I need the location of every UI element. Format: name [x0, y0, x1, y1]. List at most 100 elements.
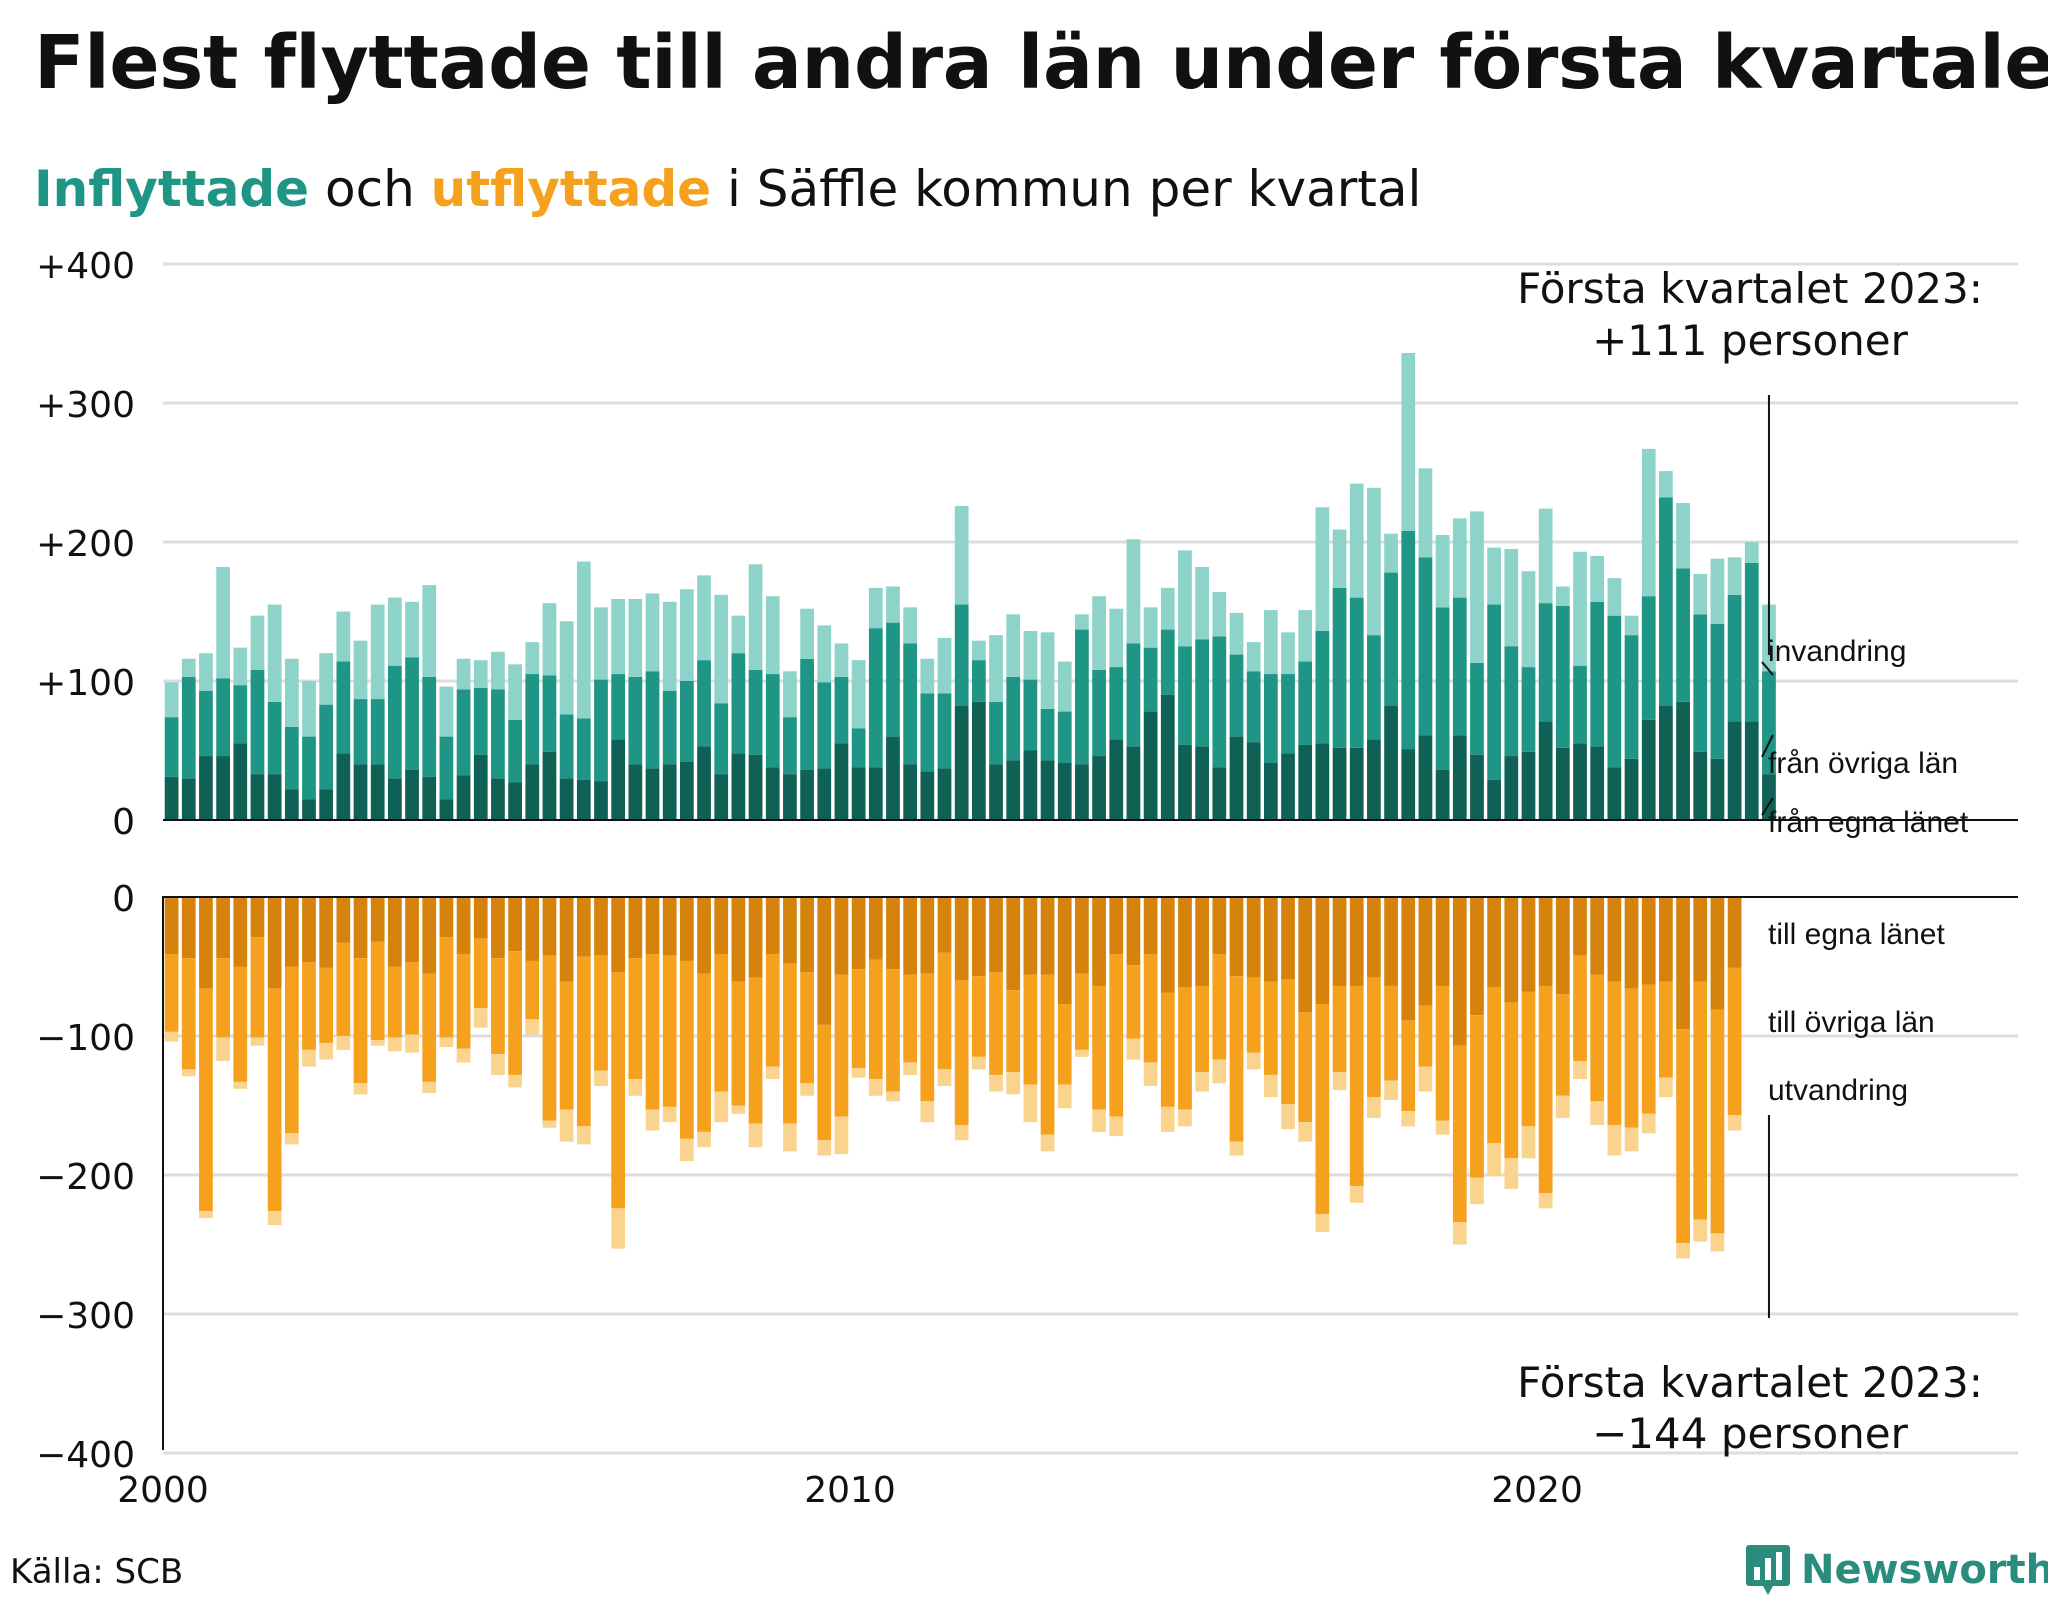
in-bar-3	[748, 564, 763, 670]
out-bar-1	[645, 897, 660, 954]
out-bar-3	[250, 1037, 265, 1046]
out-bar-1	[868, 897, 883, 960]
in-bar-2	[1693, 614, 1708, 752]
out-bar-2	[491, 958, 505, 1055]
out-bar-1	[765, 897, 780, 954]
out-bar-2	[920, 973, 935, 1102]
out-bar-1	[971, 897, 986, 977]
out-bar-1	[1281, 897, 1295, 980]
in-bar-2	[1676, 568, 1690, 702]
out-bar-3	[1487, 1143, 1501, 1177]
in-bar-2	[1641, 596, 1656, 720]
in-bar-1	[886, 736, 900, 820]
in-bar-1	[1452, 735, 1467, 820]
out-bar-2	[1590, 974, 1605, 1102]
newsworthy-chart-icon	[1746, 1545, 1790, 1595]
in-bar-1	[594, 781, 608, 820]
out-bar-3	[680, 1138, 694, 1162]
brand-name: Newsworthy	[1801, 1547, 2048, 1593]
in-bar-2	[1143, 647, 1158, 712]
in-bar-2	[559, 714, 574, 779]
in-bar-2	[1057, 711, 1072, 764]
in-bar-1	[817, 768, 832, 820]
in-bar-3	[1332, 529, 1347, 588]
out-bar-3	[628, 1079, 643, 1096]
out-bar-2	[731, 981, 746, 1106]
out-bar-3	[1332, 1072, 1347, 1091]
out-bar-2	[370, 941, 385, 1041]
out-bar-3	[456, 1048, 471, 1063]
out-bar-3	[1555, 1095, 1570, 1119]
out-bar-1	[1126, 897, 1141, 966]
in-bar-1	[1727, 721, 1742, 820]
in-bar-3	[662, 601, 677, 691]
out-bar-3	[903, 1062, 918, 1075]
in-bar-2	[697, 660, 711, 747]
out-bar-3	[267, 1211, 282, 1226]
out-bar-2	[439, 937, 454, 1038]
in-bar-3	[1521, 571, 1536, 668]
in-bar-2	[508, 719, 522, 783]
in-bar-3	[1538, 508, 1553, 604]
top-y-tick-label: +200	[36, 524, 135, 565]
in-bar-1	[473, 754, 488, 820]
in-bar-3	[1418, 468, 1433, 558]
in-bar-1	[1590, 746, 1605, 820]
out-bar-3	[319, 1042, 334, 1060]
out-bar-3	[989, 1074, 1003, 1092]
out-bar-1	[783, 897, 797, 964]
in-bar-3	[1727, 557, 1742, 595]
in-bar-2	[164, 717, 179, 777]
in-bar-1	[1384, 706, 1398, 820]
in-bar-2	[233, 685, 248, 744]
out-bar-2	[868, 959, 883, 1080]
in-bar-3	[233, 647, 248, 686]
in-bar-3	[645, 593, 660, 672]
out-bar-2	[576, 956, 591, 1127]
out-bar-1	[1504, 897, 1519, 1003]
out-bar-1	[164, 897, 179, 954]
out-bar-3	[1160, 1106, 1175, 1132]
in-bar-3	[1555, 586, 1570, 606]
out-bar-1	[937, 897, 952, 953]
out-bar-2	[1401, 1020, 1416, 1112]
out-bar-3	[491, 1054, 505, 1075]
in-bar-2	[886, 622, 900, 737]
bottom-y-tick-label: 0	[112, 879, 135, 920]
out-bar-1	[714, 897, 729, 954]
in-bar-3	[886, 586, 900, 623]
out-bar-2	[800, 972, 814, 1084]
out-bar-1	[1401, 897, 1416, 1021]
in-bar-2	[302, 736, 316, 800]
out-bar-3	[1384, 1080, 1398, 1100]
out-bar-1	[336, 897, 351, 943]
out-bar-3	[233, 1081, 248, 1089]
out-bar-2	[1452, 1045, 1467, 1223]
out-bar-2	[216, 958, 230, 1038]
in-bar-1	[680, 761, 694, 820]
in-bar-2	[491, 689, 505, 779]
in-bar-3	[576, 561, 591, 719]
out-bar-3	[783, 1123, 797, 1152]
in-bar-2	[1435, 607, 1450, 770]
in-bar-3	[508, 664, 522, 720]
out-bar-3	[851, 1067, 866, 1078]
in-bar-3	[1178, 550, 1192, 647]
in-bar-3	[834, 643, 849, 677]
in-bar-2	[920, 693, 935, 772]
in-bar-2	[1418, 557, 1433, 736]
inflyttade-bars	[164, 352, 1776, 820]
out-bar-3	[422, 1081, 437, 1093]
label-fran-egna-lanet: från egna länet	[1768, 806, 1969, 839]
out-bar-2	[319, 967, 334, 1043]
out-bar-1	[1590, 897, 1605, 975]
label-fran-ovriga-lan: från övriga län	[1768, 747, 1958, 780]
out-bar-3	[611, 1208, 626, 1249]
in-bar-3	[1590, 555, 1605, 602]
newsworthy-logo: Newsworthy	[1745, 1540, 2048, 1600]
out-bar-3	[1573, 1061, 1587, 1080]
in-bar-1	[525, 764, 540, 820]
source-note: Källa: SCB	[10, 1552, 184, 1592]
in-bar-3	[1435, 535, 1450, 608]
